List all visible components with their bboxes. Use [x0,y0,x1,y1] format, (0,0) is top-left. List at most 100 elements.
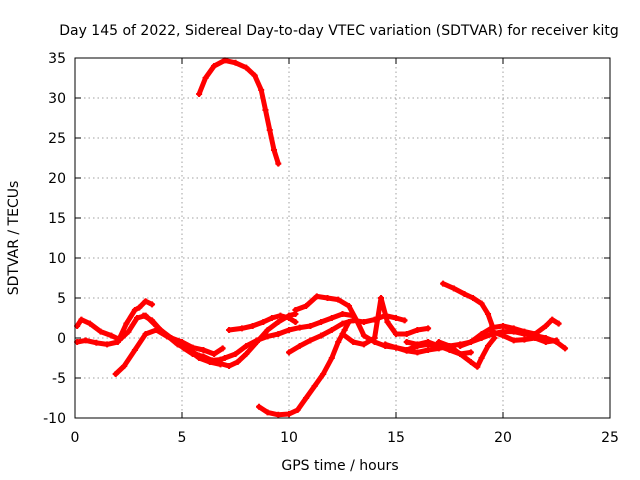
data-point [318,332,325,339]
data-point [200,347,207,353]
data-point [112,371,119,377]
data-point [414,327,421,333]
data-point [292,319,299,325]
data-point [350,339,357,345]
data-point [262,107,269,113]
data-point [226,363,233,369]
plot-frame [74,57,611,419]
data-point [457,343,464,349]
data-point [275,160,282,167]
data-point [393,331,399,337]
data-point [478,331,485,337]
data-point [354,319,361,325]
data-point [311,383,318,389]
data-point [275,331,282,337]
data-point [489,328,496,335]
data-point [461,291,468,297]
data-point [211,63,218,69]
data-point [149,317,156,324]
data-point [562,345,569,352]
data-point [393,315,399,321]
data-point [256,403,263,410]
x-tick-label: 5 [178,430,187,446]
data-point [140,312,147,319]
y-tick-label: 15 [48,211,66,227]
data-point [328,327,335,333]
data-point [131,307,138,313]
data-point [474,363,481,370]
data-point [123,320,130,327]
data-point [318,319,325,325]
data-point [142,298,149,305]
data-point [378,295,385,301]
data-point [134,315,141,321]
data-point [189,344,196,351]
data-point [403,347,410,354]
data-point [446,343,453,349]
data-point [328,355,335,361]
data-point [510,325,517,332]
data-point [393,344,399,351]
data-point [313,293,320,300]
data-point [97,328,104,335]
data-point [303,395,310,401]
y-tick-label: 20 [48,171,66,187]
data-point [360,332,367,339]
data-point [219,345,226,352]
data-point [478,300,485,307]
data-point [470,295,477,301]
data-point [243,343,250,349]
data-point [414,341,421,348]
data-point [307,337,314,344]
data-point [168,335,175,341]
data-point [467,339,474,345]
sat-track-3 [74,298,155,347]
data-point [296,343,303,349]
data-point [232,351,239,357]
data-point [264,333,271,340]
data-point [335,339,342,345]
data-point [181,345,188,352]
data-point [136,304,143,311]
data-point [202,75,209,81]
data-point [320,371,327,377]
data-point [328,315,335,321]
data-point [339,331,346,337]
data-point [425,347,432,353]
data-point [286,411,292,417]
data-point [435,339,442,345]
data-point [485,311,492,317]
data-series [74,57,569,418]
data-point [549,316,556,323]
y-tick-label: 5 [57,291,66,307]
data-point [179,339,185,345]
data-point [189,351,196,357]
data-point [86,320,93,327]
data-point [200,353,207,360]
y-tick-label: -10 [43,411,66,427]
data-point [371,335,378,341]
data-point [324,295,331,301]
data-point [425,339,432,345]
data-point [500,323,506,329]
data-point [339,320,346,327]
y-axis-label: SDTVAR / TECUs [6,181,22,296]
data-point [266,127,273,133]
data-point [500,332,506,339]
data-point [82,337,89,344]
data-point [196,91,203,97]
data-point [211,359,218,365]
data-point [532,335,539,341]
data-point [226,327,233,333]
data-point [491,335,498,341]
data-point [382,341,389,348]
sat-track-1 [196,57,281,167]
y-tick-label: 10 [48,251,66,267]
data-point [542,323,549,329]
chart-title: Day 145 of 2022, Sidereal Day-to-day VTE… [59,23,619,39]
data-point [277,312,284,319]
y-tick-label: 30 [48,91,66,107]
data-point [238,325,245,332]
y-tick-label: -5 [52,371,66,387]
data-point [403,331,410,337]
